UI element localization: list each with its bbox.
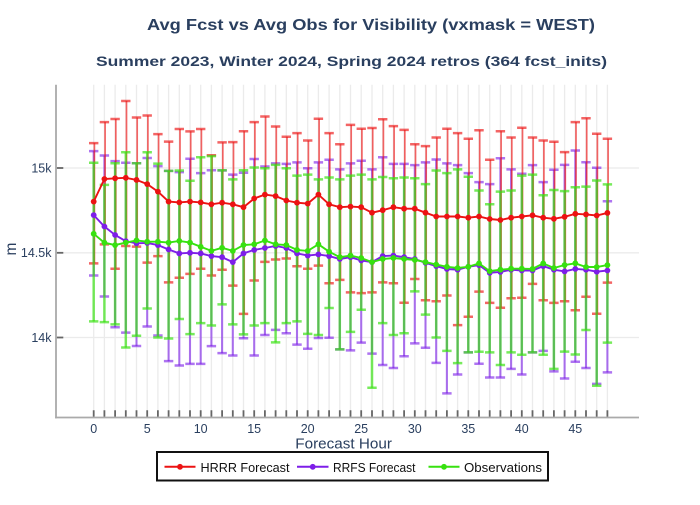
svg-text:20: 20 — [301, 422, 315, 436]
svg-text:RRFS Forecast: RRFS Forecast — [333, 460, 416, 475]
svg-text:35: 35 — [461, 422, 475, 436]
svg-text:0: 0 — [90, 422, 97, 436]
svg-text:5: 5 — [144, 422, 151, 436]
svg-text:15k: 15k — [31, 162, 52, 176]
svg-text:30: 30 — [408, 422, 422, 436]
svg-text:m: m — [3, 243, 20, 256]
svg-text:Observations: Observations — [464, 460, 542, 475]
svg-text:45: 45 — [568, 422, 582, 436]
svg-text:Summer 2023, Winter 2024, Spri: Summer 2023, Winter 2024, Spring 2024 re… — [96, 53, 607, 69]
svg-text:14.5k: 14.5k — [21, 246, 52, 260]
svg-text:HRRR Forecast: HRRR Forecast — [201, 460, 290, 475]
svg-text:15: 15 — [247, 422, 261, 436]
svg-text:10: 10 — [194, 422, 208, 436]
svg-text:14k: 14k — [31, 331, 52, 345]
svg-text:Avg Fcst vs Avg Obs for Visibi: Avg Fcst vs Avg Obs for Visibility (vxma… — [147, 17, 595, 34]
svg-text:Forecast Hour: Forecast Hour — [295, 437, 392, 453]
svg-text:25: 25 — [354, 422, 368, 436]
svg-text:40: 40 — [515, 422, 529, 436]
